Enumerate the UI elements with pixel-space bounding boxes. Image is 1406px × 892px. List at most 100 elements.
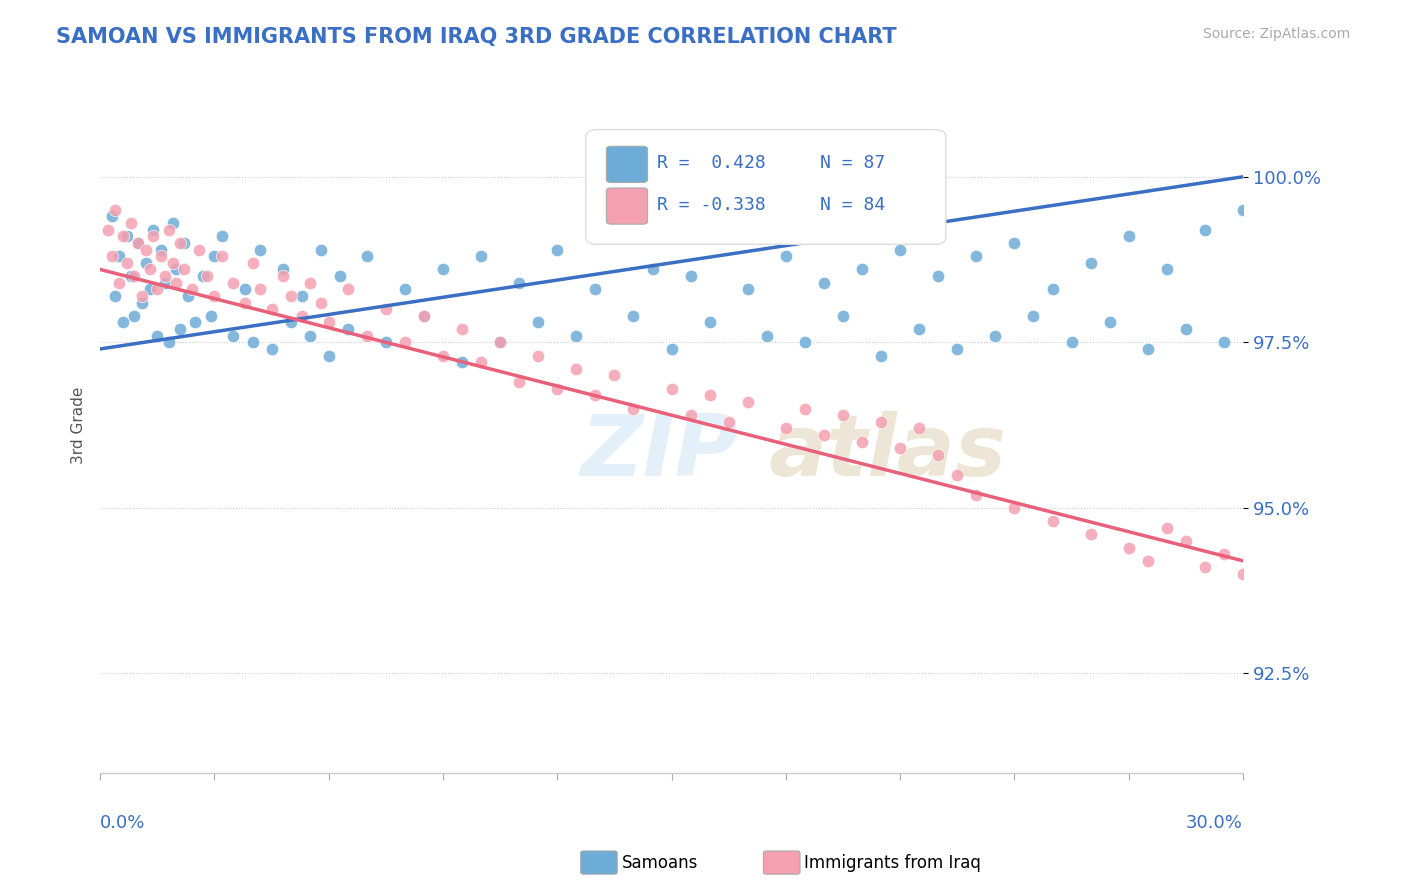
Point bbox=[1080, 527, 1102, 541]
Point bbox=[173, 235, 195, 250]
Point bbox=[699, 315, 721, 329]
Point bbox=[184, 315, 207, 329]
Point bbox=[162, 256, 184, 270]
Point bbox=[1174, 533, 1197, 548]
Point bbox=[1118, 229, 1140, 244]
Point bbox=[413, 309, 436, 323]
Point bbox=[374, 335, 396, 350]
Point bbox=[104, 289, 127, 303]
Point bbox=[127, 235, 149, 250]
FancyBboxPatch shape bbox=[606, 188, 648, 224]
Point bbox=[309, 295, 332, 310]
Point bbox=[1174, 322, 1197, 336]
Text: Immigrants from Iraq: Immigrants from Iraq bbox=[804, 854, 981, 871]
Point bbox=[927, 269, 949, 284]
Point bbox=[153, 276, 176, 290]
Point bbox=[108, 249, 131, 263]
Point bbox=[946, 342, 969, 356]
Point bbox=[127, 235, 149, 250]
Point bbox=[153, 269, 176, 284]
Text: atlas: atlas bbox=[769, 411, 1007, 494]
Point bbox=[211, 229, 233, 244]
Point bbox=[1002, 500, 1025, 515]
Point bbox=[202, 289, 225, 303]
Point bbox=[583, 282, 606, 296]
Point bbox=[603, 368, 626, 383]
Point bbox=[200, 309, 222, 323]
Point bbox=[1232, 202, 1254, 217]
Text: ZIP: ZIP bbox=[581, 411, 738, 494]
Point bbox=[318, 349, 340, 363]
Point bbox=[1002, 235, 1025, 250]
Point bbox=[142, 229, 165, 244]
Point bbox=[908, 421, 931, 435]
Point bbox=[195, 269, 218, 284]
Point bbox=[755, 328, 778, 343]
Point bbox=[927, 448, 949, 462]
Point bbox=[470, 355, 492, 369]
Point bbox=[222, 328, 245, 343]
Point bbox=[1308, 633, 1330, 648]
Point bbox=[298, 276, 321, 290]
Point bbox=[699, 388, 721, 402]
Point bbox=[309, 243, 332, 257]
Point bbox=[211, 249, 233, 263]
Point bbox=[97, 223, 120, 237]
Point bbox=[157, 335, 180, 350]
Point bbox=[169, 322, 191, 336]
Point bbox=[180, 282, 202, 296]
Text: N = 87: N = 87 bbox=[820, 154, 886, 172]
Point bbox=[432, 262, 454, 277]
Point bbox=[150, 249, 173, 263]
Point bbox=[870, 349, 893, 363]
Point bbox=[271, 262, 294, 277]
Point bbox=[432, 349, 454, 363]
Point bbox=[242, 256, 264, 270]
Point bbox=[177, 289, 200, 303]
Point bbox=[291, 309, 314, 323]
Point bbox=[1289, 614, 1312, 628]
Point bbox=[813, 428, 835, 442]
Point bbox=[115, 229, 138, 244]
Text: 0.0%: 0.0% bbox=[100, 814, 145, 832]
Point bbox=[737, 282, 759, 296]
Point bbox=[1098, 315, 1121, 329]
Point bbox=[793, 401, 815, 416]
Text: SAMOAN VS IMMIGRANTS FROM IRAQ 3RD GRADE CORRELATION CHART: SAMOAN VS IMMIGRANTS FROM IRAQ 3RD GRADE… bbox=[56, 27, 897, 46]
Point bbox=[394, 282, 416, 296]
Point bbox=[1136, 554, 1159, 568]
Point bbox=[298, 328, 321, 343]
Point bbox=[413, 309, 436, 323]
Point bbox=[470, 249, 492, 263]
Point bbox=[870, 415, 893, 429]
Point bbox=[242, 335, 264, 350]
Point bbox=[188, 243, 211, 257]
Point bbox=[546, 382, 568, 396]
Point bbox=[249, 243, 271, 257]
Point bbox=[146, 328, 169, 343]
Point bbox=[356, 328, 378, 343]
Point bbox=[832, 408, 855, 422]
Point bbox=[329, 269, 352, 284]
Point bbox=[1042, 282, 1064, 296]
Point bbox=[124, 309, 146, 323]
Point bbox=[1042, 514, 1064, 528]
Point bbox=[1213, 547, 1236, 561]
Point bbox=[965, 249, 987, 263]
Point bbox=[546, 243, 568, 257]
Point bbox=[813, 276, 835, 290]
Point bbox=[661, 342, 683, 356]
Point bbox=[1080, 256, 1102, 270]
Point bbox=[249, 282, 271, 296]
Point bbox=[508, 375, 530, 389]
Point bbox=[131, 289, 153, 303]
Point bbox=[336, 322, 359, 336]
Point bbox=[717, 415, 740, 429]
Point bbox=[135, 243, 157, 257]
Point bbox=[233, 282, 256, 296]
Point bbox=[641, 262, 664, 277]
Text: Source: ZipAtlas.com: Source: ZipAtlas.com bbox=[1202, 27, 1350, 41]
Point bbox=[851, 262, 873, 277]
Point bbox=[1060, 335, 1083, 350]
Point bbox=[135, 256, 157, 270]
